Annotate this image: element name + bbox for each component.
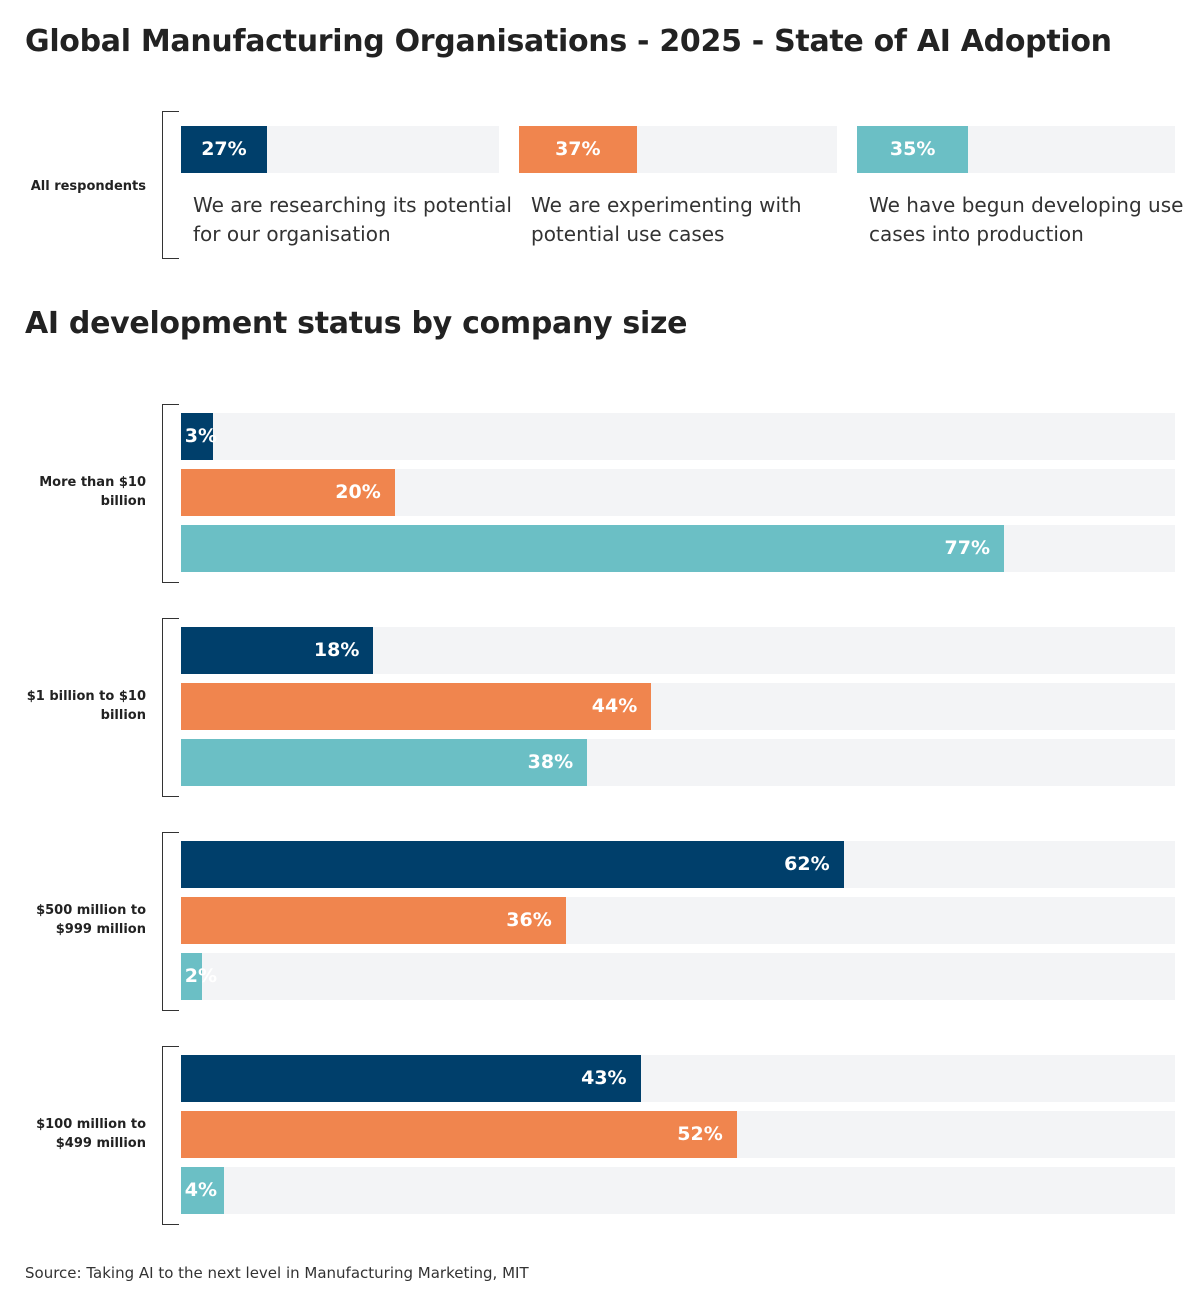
value-label: 43% bbox=[581, 1067, 627, 1089]
value-label: 62% bbox=[784, 853, 830, 875]
group-label: All respondents bbox=[30, 179, 146, 194]
bar bbox=[181, 683, 652, 730]
value-label: 52% bbox=[677, 1123, 723, 1145]
value-label: 27% bbox=[201, 138, 247, 160]
bar-track bbox=[181, 1167, 1175, 1214]
group-label: $500 million to $999 million bbox=[36, 903, 146, 937]
value-label: 3% bbox=[184, 425, 217, 447]
bar bbox=[857, 126, 969, 173]
bar bbox=[181, 953, 203, 1000]
bar bbox=[181, 469, 395, 516]
value-label: 38% bbox=[527, 751, 574, 773]
bar-track bbox=[181, 953, 1175, 1000]
chart-title: Global Manufacturing Organisations - 202… bbox=[25, 24, 1112, 59]
value-label: 44% bbox=[591, 695, 638, 717]
group-label: $100 million to $499 million bbox=[36, 1117, 146, 1151]
bar bbox=[181, 739, 588, 786]
bar bbox=[519, 126, 637, 173]
value-label: 37% bbox=[555, 138, 601, 160]
value-label: 20% bbox=[335, 481, 381, 503]
value-label: 35% bbox=[889, 138, 936, 160]
bracket bbox=[162, 111, 179, 259]
chart-title: AI development status by company size bbox=[25, 306, 688, 341]
value-label: 77% bbox=[944, 537, 990, 559]
bar bbox=[181, 1167, 224, 1214]
group-label: $1 billion to $10 billion bbox=[26, 689, 146, 723]
category-label: We are researching its potential for our… bbox=[193, 193, 512, 246]
value-label: 18% bbox=[313, 639, 360, 661]
bar bbox=[181, 126, 267, 173]
bracket bbox=[162, 1046, 179, 1225]
source-note: Source: Taking AI to the next level in M… bbox=[25, 1264, 529, 1282]
category-label: We have begun developing use cases into … bbox=[869, 193, 1184, 246]
value-label: 4% bbox=[184, 1179, 217, 1201]
bracket bbox=[162, 832, 179, 1011]
bracket bbox=[162, 404, 179, 583]
bar bbox=[181, 627, 374, 674]
bar bbox=[181, 1055, 641, 1102]
group-label: More than $10 billion bbox=[39, 475, 146, 509]
value-label: 2% bbox=[184, 965, 217, 987]
bar bbox=[181, 1111, 737, 1158]
bar bbox=[181, 413, 214, 460]
value-label: 36% bbox=[506, 909, 552, 931]
bracket bbox=[162, 618, 179, 797]
bar bbox=[181, 897, 566, 944]
bar bbox=[181, 525, 1004, 572]
bar bbox=[181, 841, 844, 888]
bar-track bbox=[181, 413, 1175, 460]
category-label: We are experimenting with potential use … bbox=[531, 193, 802, 246]
